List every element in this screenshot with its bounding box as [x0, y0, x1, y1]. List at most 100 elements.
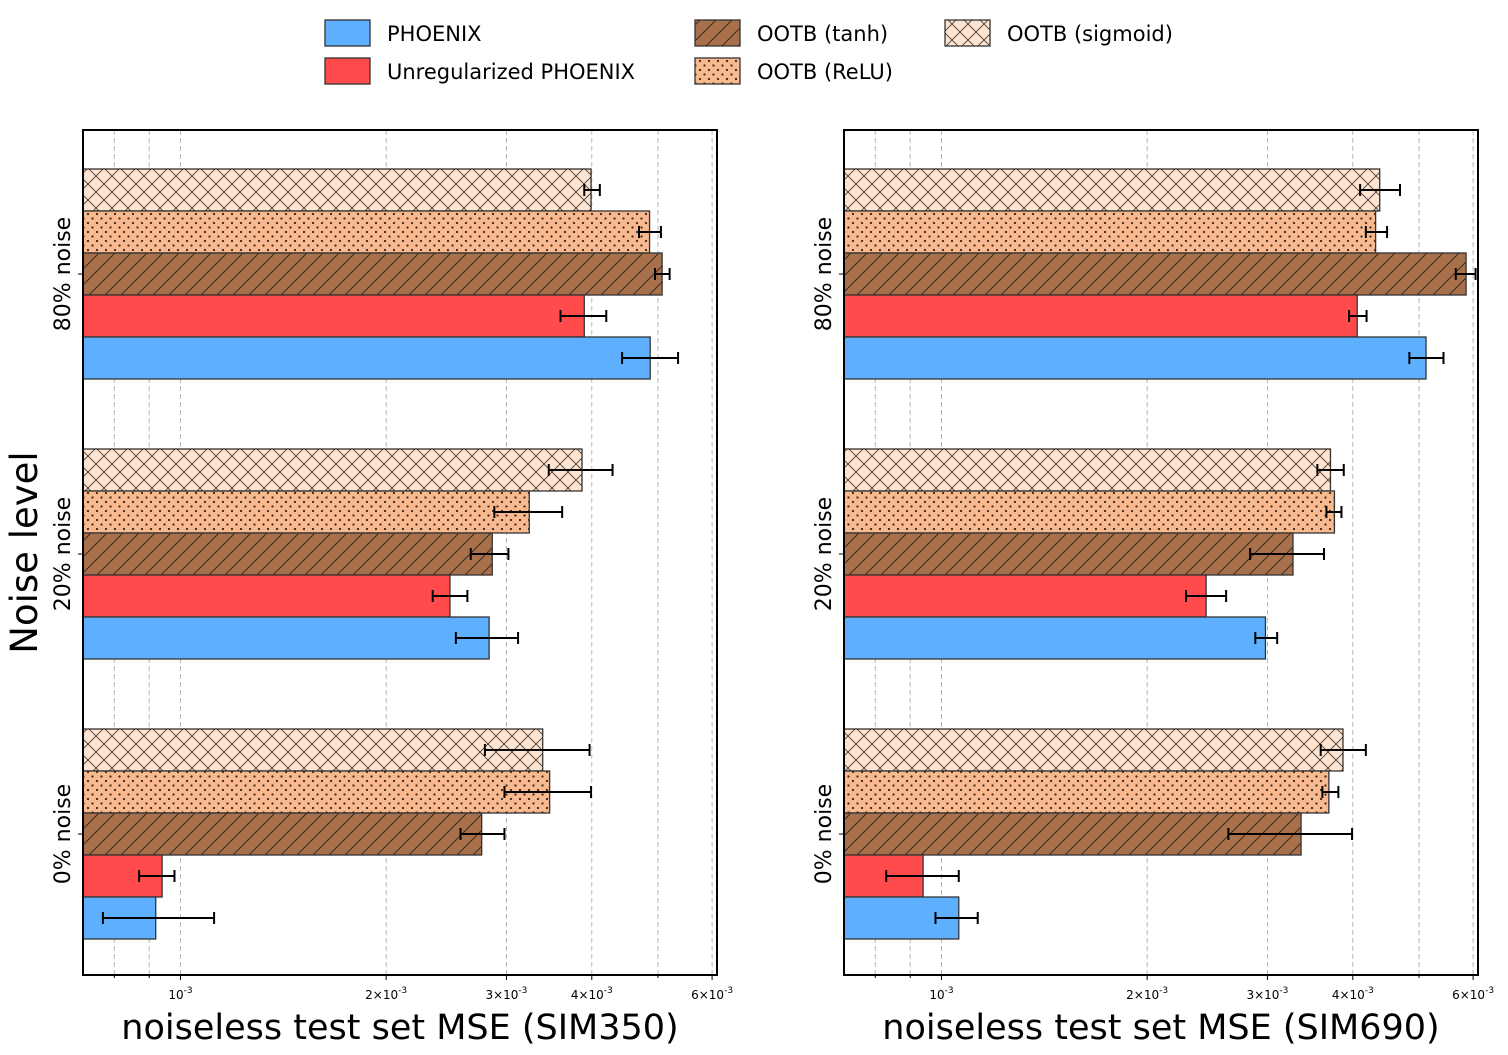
legend-item-phoenix: PHOENIX: [324, 19, 482, 47]
error-bar-phoenix-0-noise: [934, 912, 979, 924]
legend-swatch-ootb-sigmoid: [944, 19, 991, 47]
error-bar-ootb-relu-0-noise: [1321, 786, 1340, 798]
bar-unregularized-phoenix-80-noise-fill: [83, 295, 585, 337]
legend-item-ootb-tanh: OOTB (tanh): [694, 19, 888, 47]
bar-ootb-relu-0-noise-hatch: [83, 771, 550, 813]
x-tick-label-4-10-3: 4×10-3: [1332, 986, 1374, 1002]
y-tick-label-0-noise: 0% noise: [51, 784, 76, 884]
legend-swatch-ootb-relu-hatch: [695, 58, 740, 84]
error-bar-ootb-relu-0-noise: [503, 786, 593, 798]
legend-swatch-ootb-sigmoid-hatch: [945, 20, 990, 46]
bars: [843, 168, 1467, 940]
error-bar-ootb-tanh-0-noise: [1227, 828, 1354, 840]
x-tick-label-3-10-3: 3×10-3: [485, 986, 527, 1002]
x-tick-label-10-3: 10-3: [168, 986, 192, 1002]
y-axis-ticks: 80% noise 20% noise 0% noise: [51, 217, 83, 884]
bar-ootb-relu-20-noise: [82, 490, 530, 534]
bar-phoenix-20-noise-fill: [844, 617, 1266, 659]
bar-phoenix-80-noise: [82, 336, 651, 380]
error-bar-ootb-tanh-20-noise: [469, 548, 510, 560]
bar-unregularized-phoenix-20-noise-fill: [844, 575, 1207, 617]
error-bar-phoenix-80-noise: [1408, 352, 1445, 364]
chart-panel-sim350: 10-3 2×10-3 3×10-3 4×10-3 6×10-3 80% noise 20%…: [3, 129, 733, 1048]
bar-ootb-relu-0-noise-hatch: [844, 771, 1329, 813]
axes-frame: [843, 129, 1479, 976]
bar-unregularized-phoenix-20-noise: [843, 574, 1207, 618]
bar-ootb-sigmoid-80-noise-hatch: [844, 169, 1380, 211]
bar-ootb-sigmoid-0-noise: [843, 728, 1344, 772]
legend-swatch-ootb-sigmoid-edge: [944, 19, 991, 47]
y-tick-label-20-noise: 20% noise: [51, 497, 76, 611]
bar-ootb-sigmoid-80-noise-hatch: [83, 169, 592, 211]
bar-ootb-sigmoid-20-noise-hatch: [83, 449, 582, 491]
y-axis-ticks: 80% noise 20% noise 0% noise: [812, 217, 844, 884]
legend-swatch-ootb-relu-edge: [694, 57, 741, 85]
axes-frame: [82, 129, 718, 976]
bar-ootb-sigmoid-80-noise: [843, 168, 1381, 212]
bar-ootb-tanh-20-noise: [843, 532, 1294, 576]
bar-ootb-tanh-20-noise-hatch: [83, 533, 493, 575]
bar-ootb-tanh-80-noise: [82, 252, 663, 296]
bar-ootb-sigmoid-20-noise: [82, 448, 583, 492]
error-bar-phoenix-20-noise: [454, 632, 520, 644]
error-bar-ootb-tanh-20-noise: [1249, 548, 1325, 560]
bar-ootb-tanh-20-noise-hatch: [844, 533, 1294, 575]
error-bar-ootb-sigmoid-0-noise: [483, 744, 591, 756]
legend-label-ootb-sigmoid: OOTB (sigmoid): [1007, 22, 1173, 46]
x-tick-label-3-10-3: 3×10-3: [1246, 986, 1288, 1002]
x-tick-label-2-10-3: 2×10-3: [1126, 986, 1168, 1002]
bar-ootb-relu-0-noise: [843, 770, 1330, 814]
error-bar-phoenix-0-noise: [101, 912, 216, 924]
error-bar-ootb-tanh-80-noise: [1454, 268, 1477, 280]
x-tick-label-6-10-3: 6×10-3: [691, 986, 733, 1002]
bar-ootb-tanh-0-noise-hatch: [844, 813, 1302, 855]
x-tick-label-10-3: 10-3: [929, 986, 953, 1002]
x-tick-label-6-10-3: 6×10-3: [1452, 986, 1494, 1002]
legend-item-ootb-relu: OOTB (ReLU): [694, 57, 893, 85]
bar-ootb-tanh-80-noise: [843, 252, 1467, 296]
error-bar-unregularized-phoenix-80-noise: [559, 310, 608, 322]
error-bar-ootb-sigmoid-20-noise: [547, 464, 614, 476]
legend-label-ootb-tanh: OOTB (tanh): [757, 22, 888, 46]
error-bar-ootb-sigmoid-20-noise: [1316, 464, 1345, 476]
bar-unregularized-phoenix-80-noise: [843, 294, 1358, 338]
bar-unregularized-phoenix-80-noise: [82, 294, 585, 338]
error-bar-ootb-relu-80-noise: [1364, 226, 1389, 238]
legend-swatch-unregularized-phoenix-edge: [324, 57, 371, 85]
legend-swatch-unregularized-phoenix-fill: [325, 58, 370, 84]
error-bar-ootb-tanh-0-noise: [459, 828, 506, 840]
legend: PHOENIX Unregularized PHOENIX OOTB (tanh) O…: [324, 19, 1173, 85]
legend-swatch-ootb-tanh: [694, 19, 741, 47]
legend-item-ootb-sigmoid: OOTB (sigmoid): [944, 19, 1173, 47]
error-bar-unregularized-phoenix-0-noise: [138, 870, 176, 882]
error-bar-ootb-sigmoid-80-noise: [1359, 184, 1402, 196]
error-bar-ootb-sigmoid-0-noise: [1319, 744, 1367, 756]
x-axis-label: noiseless test set MSE (SIM690): [882, 1008, 1439, 1048]
bar-unregularized-phoenix-20-noise-fill: [83, 575, 450, 617]
bar-ootb-sigmoid-0-noise-hatch: [83, 729, 543, 771]
legend-swatch-phoenix-edge: [324, 19, 371, 47]
legend-swatch-ootb-relu: [694, 57, 741, 85]
bar-phoenix-20-noise: [82, 616, 490, 660]
bar-ootb-tanh-80-noise-hatch: [83, 253, 663, 295]
bar-ootb-sigmoid-20-noise-hatch: [844, 449, 1331, 491]
legend-label-ootb-relu: OOTB (ReLU): [757, 60, 893, 84]
error-bar-ootb-tanh-80-noise: [654, 268, 671, 280]
chart-panel-sim690: 10-3 2×10-3 3×10-3 4×10-3 6×10-3 80% noise 20%…: [812, 129, 1494, 1048]
x-tick-label-4-10-3: 4×10-3: [571, 986, 613, 1002]
x-tick-label-2-10-3: 2×10-3: [365, 986, 407, 1002]
bar-ootb-relu-20-noise: [843, 490, 1336, 534]
bar-phoenix-20-noise-fill: [83, 617, 490, 659]
bar-unregularized-phoenix-20-noise: [82, 574, 451, 618]
legend-swatch-phoenix-fill: [325, 20, 370, 46]
error-bars: [885, 184, 1477, 924]
legend-swatch-ootb-tanh-edge: [694, 19, 741, 47]
x-axis-ticks: 10-3 2×10-3 3×10-3 4×10-3 6×10-3: [113, 975, 733, 1002]
bar-ootb-tanh-0-noise: [82, 812, 483, 856]
x-axis-ticks: 10-3 2×10-3 3×10-3 4×10-3 6×10-3: [874, 975, 1494, 1002]
error-bar-phoenix-20-noise: [1254, 632, 1279, 644]
bar-phoenix-80-noise-fill: [844, 337, 1427, 379]
y-tick-label-80-noise: 80% noise: [51, 217, 76, 331]
bar-phoenix-80-noise-fill: [83, 337, 651, 379]
